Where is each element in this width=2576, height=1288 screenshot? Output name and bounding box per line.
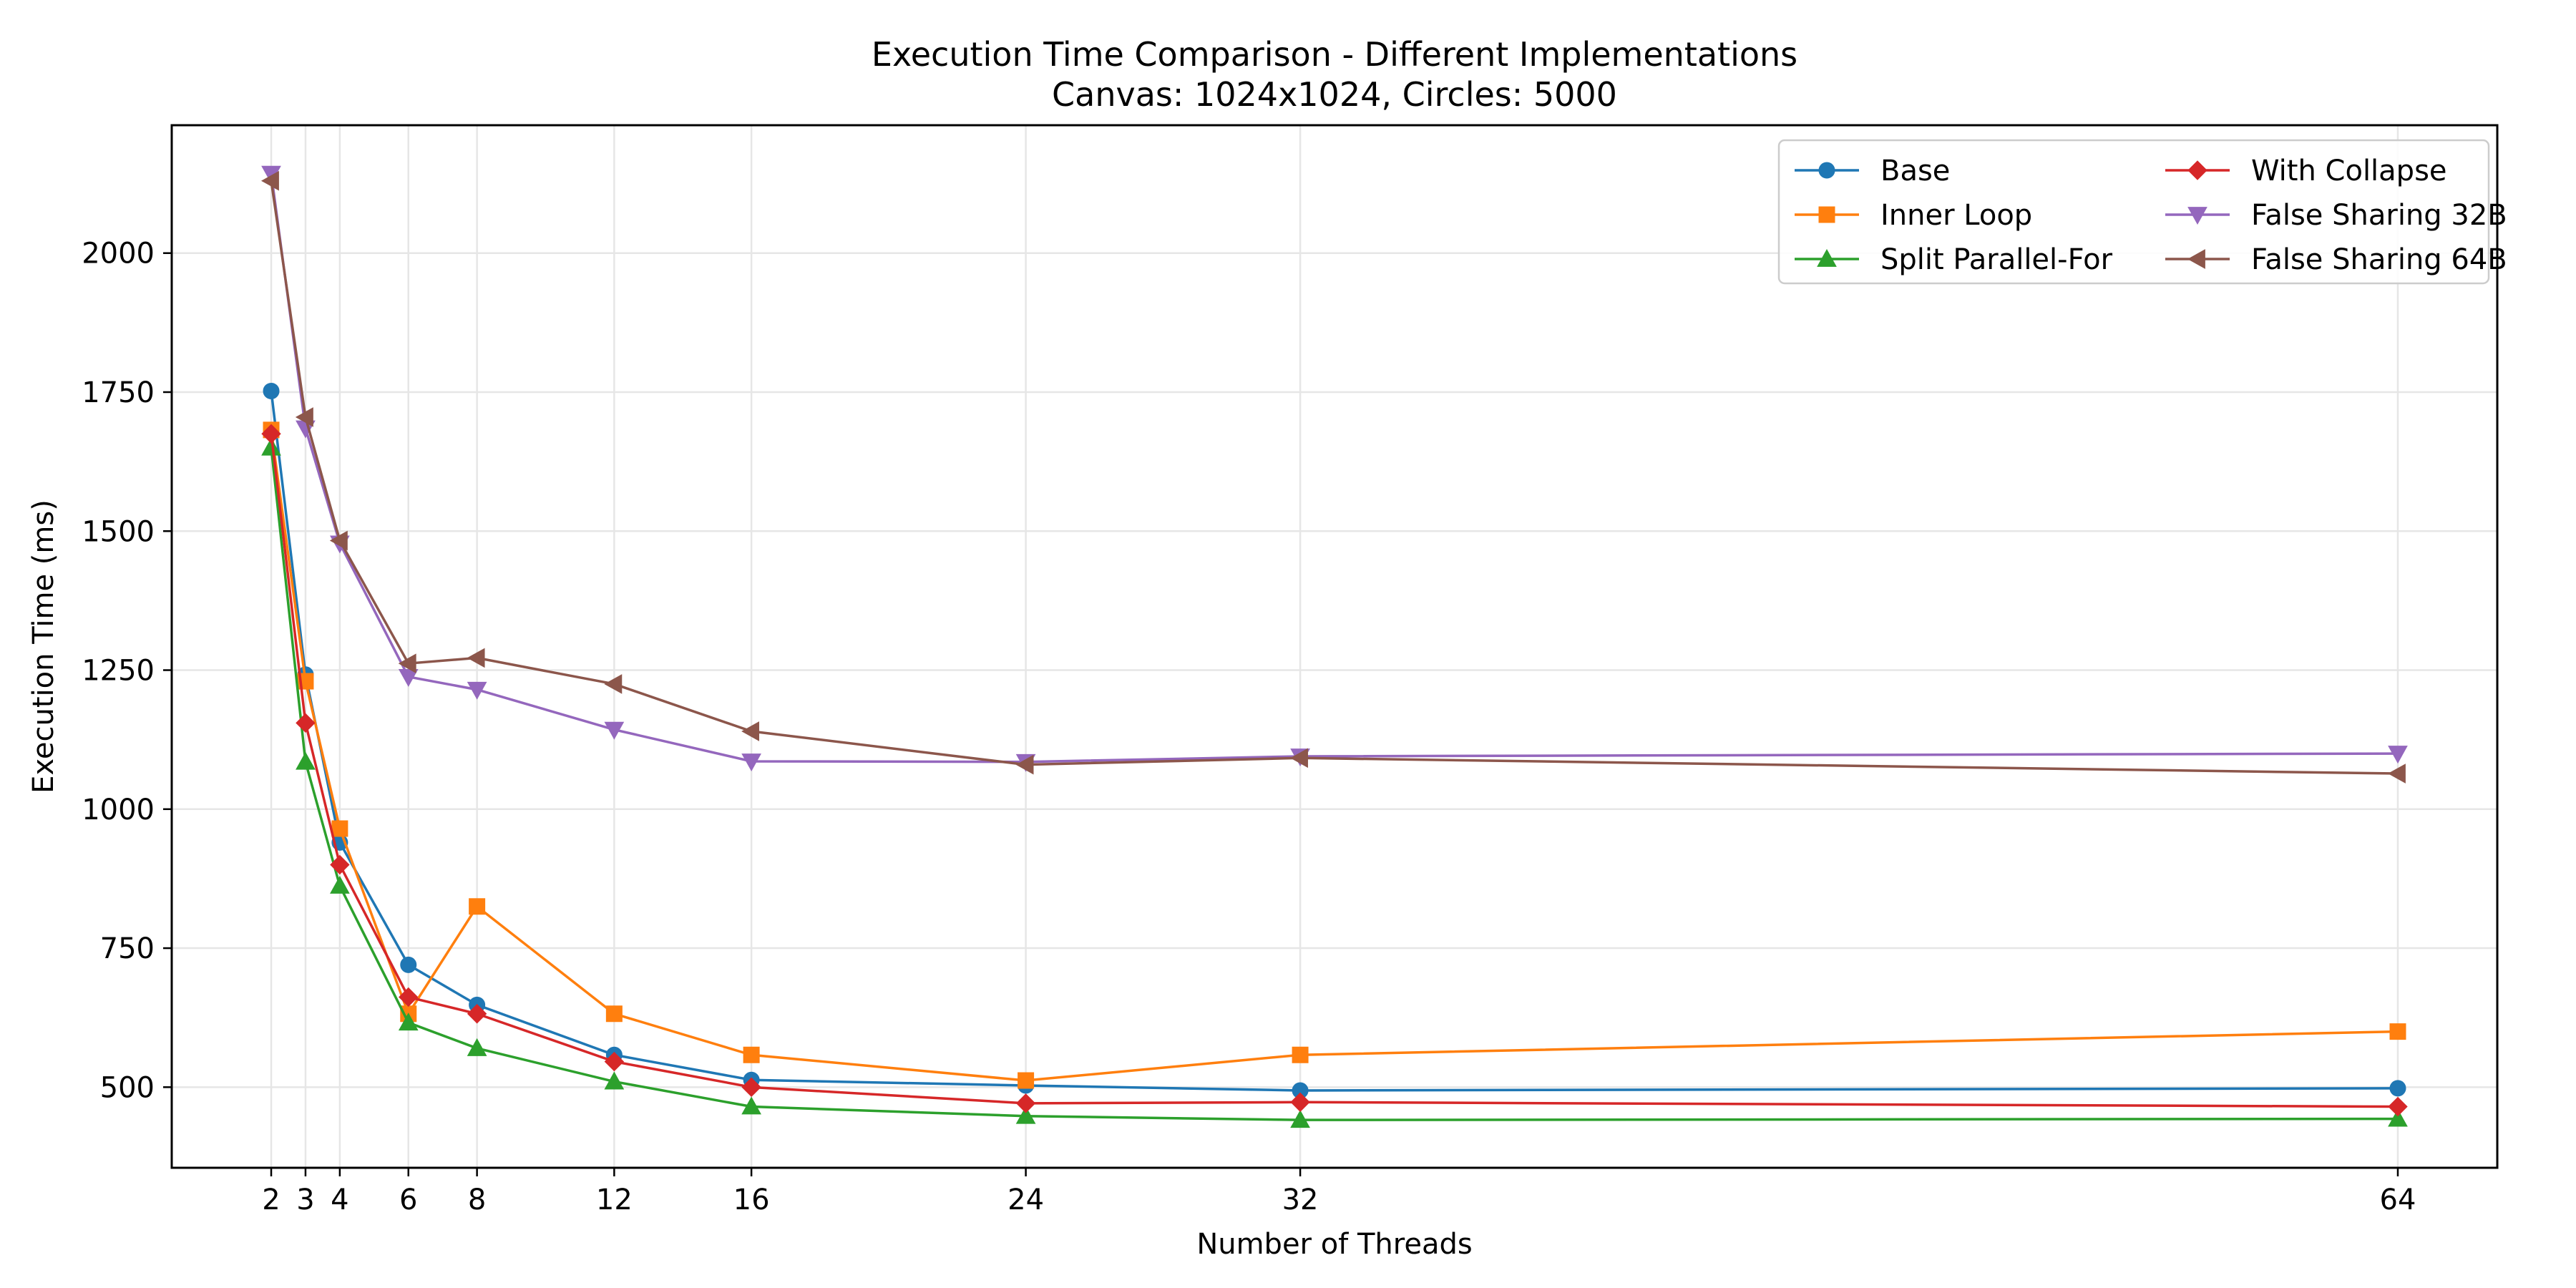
data-point-with-collapse [1290, 1092, 1310, 1113]
data-point-with-collapse [399, 987, 419, 1008]
axis-ticks: 2 3 4 6 8 12 16 24 32 64 500 750 1000 1250 1500 1750 200… [82, 238, 2416, 1216]
data-point-split-parallel-for [604, 1071, 625, 1090]
legend-marker [2187, 207, 2207, 225]
data-point-base [2389, 1080, 2406, 1097]
x-tick-label: 4 [331, 1184, 348, 1216]
series-split-parallel-for [261, 437, 2408, 1128]
data-point-false-sharing-64b [2387, 763, 2406, 784]
legend-label: False Sharing 64B [2251, 243, 2507, 276]
data-point-false-sharing-64b [741, 721, 760, 741]
data-point-with-collapse [604, 1051, 625, 1072]
legend: Base Inner Loop Split Parallel-For With Col… [1777, 139, 2507, 285]
legend-item-split-parallel-for: Split Parallel-For [1795, 243, 2113, 276]
y-tick-label: 1250 [82, 655, 155, 688]
series-with-collapse [261, 424, 2408, 1117]
y-tick-label: 500 [100, 1071, 155, 1104]
series-line-split-parallel-for [270, 447, 2398, 1121]
data-point-with-collapse [1015, 1093, 1036, 1113]
data-point-false-sharing-64b [295, 407, 313, 427]
legend-marker [1817, 248, 1837, 267]
legend-label: Split Parallel-For [1880, 243, 2113, 276]
data-point-split-parallel-for [1015, 1106, 1036, 1124]
legend-marker [1818, 162, 1835, 179]
y-tick-label: 1750 [82, 376, 155, 409]
x-tick-label: 6 [399, 1184, 417, 1216]
data-point-false-sharing-32b [604, 721, 625, 740]
x-tick-label: 16 [733, 1184, 770, 1216]
x-axis-label: Number of Threads [1196, 1228, 1472, 1261]
data-point-false-sharing-32b [467, 681, 487, 700]
data-point-base [263, 382, 280, 399]
data-point-false-sharing-64b [1015, 754, 1034, 775]
legend-marker [2187, 160, 2207, 180]
data-point-inner-loop [2389, 1023, 2406, 1040]
data-point-false-sharing-32b [741, 753, 761, 771]
data-point-split-parallel-for [2388, 1108, 2408, 1127]
data-point-false-sharing-64b [329, 530, 348, 551]
series-false-sharing-64b [260, 170, 2406, 784]
x-tick-label: 24 [1008, 1184, 1044, 1216]
data-point-with-collapse [261, 424, 281, 444]
data-point-false-sharing-32b [2388, 746, 2408, 764]
data-point-false-sharing-64b [604, 674, 623, 694]
data-point-inner-loop [743, 1046, 760, 1063]
y-tick-label: 2000 [82, 238, 155, 270]
y-tick-label: 750 [100, 932, 155, 965]
legend-label: False Sharing 32B [2251, 199, 2507, 232]
data-point-split-parallel-for [261, 437, 281, 456]
data-point-false-sharing-32b [398, 668, 419, 687]
data-point-with-collapse [2388, 1096, 2408, 1117]
data-point-with-collapse [296, 713, 316, 733]
data-point-inner-loop [1018, 1072, 1035, 1089]
data-point-false-sharing-64b [260, 170, 279, 191]
series-line-with-collapse [270, 434, 2398, 1108]
x-tick-label: 12 [596, 1184, 633, 1216]
data-point-split-parallel-for [1290, 1110, 1310, 1128]
series-layer [260, 165, 2408, 1128]
chart-subtitle: Canvas: 1024x1024, Circles: 5000 [1052, 75, 1617, 114]
data-point-inner-loop [605, 1005, 623, 1023]
legend-item-false-sharing-32b: False Sharing 32B [2165, 199, 2507, 232]
data-point-with-collapse [330, 854, 350, 875]
data-point-base [400, 956, 417, 973]
legend-label: Base [1880, 155, 1950, 187]
legend-item-base: Base [1795, 155, 1950, 187]
series-line-inner-loop [270, 429, 2399, 1082]
data-point-split-parallel-for [741, 1096, 761, 1115]
legend-item-with-collapse: With Collapse [2165, 155, 2447, 187]
x-tick-label: 3 [296, 1184, 314, 1216]
legend-label: Inner Loop [1880, 199, 2032, 232]
plot-area-frame [170, 124, 2499, 1169]
y-tick-label: 1000 [82, 794, 155, 826]
x-tick-label: 2 [262, 1184, 280, 1216]
x-tick-label: 8 [468, 1184, 486, 1216]
grid [172, 125, 2497, 1168]
data-point-split-parallel-for [467, 1038, 487, 1056]
data-point-inner-loop [469, 898, 486, 915]
y-tick-label: 1500 [82, 515, 155, 548]
data-point-inner-loop [1292, 1046, 1309, 1063]
legend-item-inner-loop: Inner Loop [1795, 199, 2032, 232]
series-line-false-sharing-64b [270, 180, 2399, 775]
legend-box [1777, 139, 2490, 285]
data-point-false-sharing-64b [1290, 748, 1308, 769]
x-tick-label: 32 [1282, 1184, 1319, 1216]
chart-title: Execution Time Comparison - Different Im… [872, 35, 1797, 74]
data-point-split-parallel-for [296, 751, 316, 770]
legend-item-false-sharing-64b: False Sharing 64B [2165, 243, 2507, 276]
data-point-false-sharing-64b [398, 653, 416, 674]
x-tick-label: 64 [2380, 1184, 2416, 1216]
data-point-false-sharing-64b [467, 648, 485, 668]
data-point-inner-loop [331, 820, 348, 837]
legend-marker [1818, 206, 1835, 223]
y-axis-label: Execution Time (ms) [27, 499, 60, 794]
data-point-with-collapse [741, 1077, 761, 1098]
data-point-split-parallel-for [330, 875, 350, 894]
legend-label: With Collapse [2251, 155, 2447, 187]
legend-marker [2187, 249, 2205, 269]
data-point-with-collapse [467, 1004, 487, 1024]
data-point-split-parallel-for [398, 1013, 419, 1031]
series-line-false-sharing-32b [270, 173, 2398, 763]
